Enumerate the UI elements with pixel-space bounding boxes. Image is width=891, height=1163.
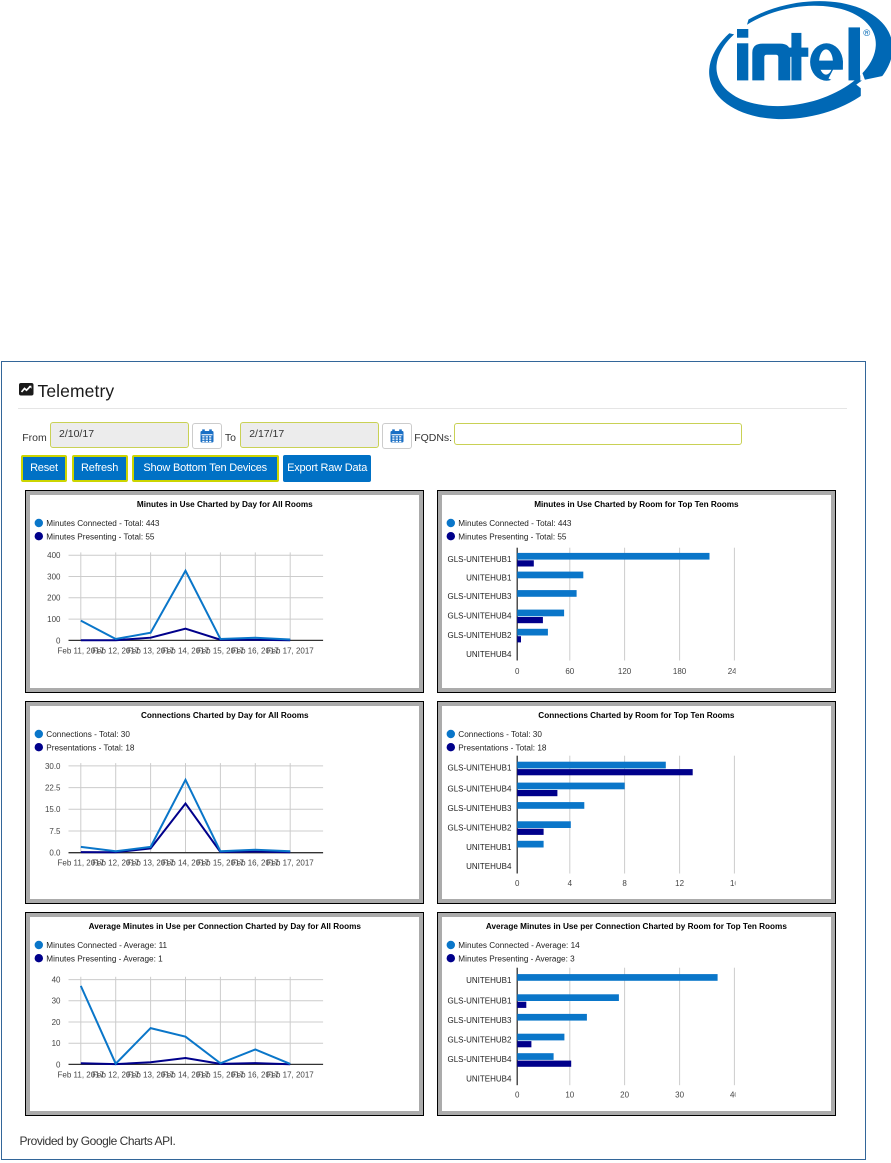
svg-text:GLS-UNITEHUB1: GLS-UNITEHUB1 — [447, 997, 511, 1006]
svg-text:UNITEHUB1: UNITEHUB1 — [466, 573, 512, 582]
svg-text:Feb 14, 2017: Feb 14, 2017 — [161, 1071, 209, 1080]
svg-text:UNITEHUB1: UNITEHUB1 — [466, 976, 512, 985]
svg-text:0: 0 — [515, 1091, 520, 1100]
svg-text:Minutes Connected - Total: 443: Minutes Connected - Total: 443 — [458, 519, 572, 528]
svg-text:Feb 15, 2017: Feb 15, 2017 — [196, 1071, 244, 1080]
svg-text:GLS-UNITEHUB1: GLS-UNITEHUB1 — [447, 764, 511, 773]
svg-text:240: 240 — [727, 667, 741, 676]
svg-text:GLS-UNITEHUB3: GLS-UNITEHUB3 — [447, 1016, 511, 1025]
svg-text:4: 4 — [567, 879, 572, 888]
svg-text:Feb 13, 2017: Feb 13, 2017 — [127, 646, 175, 655]
svg-text:Connections Charted by Day for: Connections Charted by Day for All Rooms — [141, 711, 309, 720]
svg-text:20: 20 — [620, 1091, 629, 1100]
svg-text:10: 10 — [565, 1091, 574, 1100]
svg-text:GLS-UNITEHUB2: GLS-UNITEHUB2 — [447, 631, 511, 640]
svg-text:Feb 12, 2017: Feb 12, 2017 — [92, 646, 140, 655]
svg-text:Minutes in Use Charted by Room: Minutes in Use Charted by Room for Top T… — [534, 500, 739, 509]
svg-text:Feb 15, 2017: Feb 15, 2017 — [196, 646, 244, 655]
svg-text:®: ® — [863, 28, 870, 39]
svg-text:Feb 17, 2017: Feb 17, 2017 — [266, 1071, 314, 1080]
svg-text:30: 30 — [675, 1091, 684, 1100]
svg-text:20: 20 — [51, 1018, 60, 1027]
svg-text:Minutes Presenting - Total: 55: Minutes Presenting - Total: 55 — [458, 532, 567, 541]
svg-text:Connections Charted by Room fo: Connections Charted by Room for Top Ten … — [538, 711, 735, 720]
svg-text:GLS-UNITEHUB2: GLS-UNITEHUB2 — [447, 823, 511, 832]
svg-text:Feb 17, 2017: Feb 17, 2017 — [266, 859, 314, 868]
svg-text:Feb 15, 2017: Feb 15, 2017 — [196, 859, 244, 868]
svg-text:0: 0 — [56, 1061, 61, 1070]
svg-text:200: 200 — [47, 593, 61, 602]
svg-text:Feb 16, 2017: Feb 16, 2017 — [231, 859, 279, 868]
svg-text:Feb 11, 2017: Feb 11, 2017 — [57, 1071, 104, 1080]
svg-text:Connections - Total: 30: Connections - Total: 30 — [46, 730, 130, 739]
svg-text:12: 12 — [675, 879, 684, 888]
svg-text:Feb 13, 2017: Feb 13, 2017 — [127, 859, 175, 868]
svg-text:400: 400 — [47, 551, 61, 560]
svg-text:GLS-UNITEHUB4: GLS-UNITEHUB4 — [447, 611, 511, 620]
svg-text:7.5: 7.5 — [49, 827, 61, 836]
svg-text:60: 60 — [565, 667, 574, 676]
svg-text:Feb 12, 2017: Feb 12, 2017 — [92, 859, 140, 868]
svg-text:GLS-UNITEHUB2: GLS-UNITEHUB2 — [447, 1036, 511, 1045]
svg-text:10: 10 — [51, 1039, 60, 1048]
svg-text:Presentations - Total: 18: Presentations - Total: 18 — [458, 743, 547, 752]
svg-text:Feb 12, 2017: Feb 12, 2017 — [92, 1071, 140, 1080]
svg-text:Average Minutes in Use per Con: Average Minutes in Use per Connection Ch… — [485, 922, 786, 931]
svg-text:Minutes Connected - Average: 1: Minutes Connected - Average: 14 — [458, 941, 580, 950]
svg-text:Minutes Connected - Average: 1: Minutes Connected - Average: 11 — [46, 941, 167, 950]
svg-text:UNITEHUB4: UNITEHUB4 — [466, 1075, 512, 1084]
svg-text:Feb 13, 2017: Feb 13, 2017 — [127, 1071, 175, 1080]
svg-text:0: 0 — [515, 879, 520, 888]
svg-text:22.5: 22.5 — [44, 783, 60, 792]
svg-text:Feb 14, 2017: Feb 14, 2017 — [161, 859, 209, 868]
svg-text:120: 120 — [618, 667, 632, 676]
svg-text:0.0: 0.0 — [49, 849, 61, 858]
svg-text:GLS-UNITEHUB3: GLS-UNITEHUB3 — [447, 804, 511, 813]
svg-text:40: 40 — [51, 976, 60, 985]
svg-text:Minutes in Use Charted by Day: Minutes in Use Charted by Day for All Ro… — [136, 500, 312, 509]
svg-text:30.0: 30.0 — [44, 762, 60, 771]
svg-text:0: 0 — [515, 667, 520, 676]
svg-text:UNITEHUB1: UNITEHUB1 — [466, 843, 512, 852]
svg-text:Connections - Total: 30: Connections - Total: 30 — [458, 730, 542, 739]
svg-text:Feb 14, 2017: Feb 14, 2017 — [161, 646, 209, 655]
svg-text:16: 16 — [730, 879, 739, 888]
svg-text:300: 300 — [47, 572, 61, 581]
svg-text:UNITEHUB4: UNITEHUB4 — [466, 862, 512, 871]
svg-text:Feb 16, 2017: Feb 16, 2017 — [231, 646, 279, 655]
svg-text:8: 8 — [622, 879, 627, 888]
svg-text:Average Minutes in Use per Con: Average Minutes in Use per Connection Ch… — [88, 922, 361, 931]
svg-text:40: 40 — [730, 1091, 739, 1100]
svg-text:Feb 11, 2017: Feb 11, 2017 — [57, 646, 104, 655]
svg-text:Feb 17, 2017: Feb 17, 2017 — [266, 646, 314, 655]
svg-text:Minutes Connected - Total: 443: Minutes Connected - Total: 443 — [46, 519, 160, 528]
svg-text:UNITEHUB4: UNITEHUB4 — [466, 650, 512, 659]
svg-text:GLS-UNITEHUB3: GLS-UNITEHUB3 — [447, 592, 511, 601]
svg-text:15.0: 15.0 — [44, 805, 60, 814]
svg-text:GLS-UNITEHUB1: GLS-UNITEHUB1 — [447, 555, 511, 564]
svg-text:30: 30 — [51, 997, 60, 1006]
svg-text:Minutes Presenting - Average:: Minutes Presenting - Average: 1 — [46, 955, 163, 964]
svg-text:180: 180 — [673, 667, 687, 676]
svg-text:GLS-UNITEHUB4: GLS-UNITEHUB4 — [447, 785, 511, 794]
svg-text:GLS-UNITEHUB4: GLS-UNITEHUB4 — [447, 1055, 511, 1064]
svg-text:Minutes Presenting - Total: 55: Minutes Presenting - Total: 55 — [46, 532, 155, 541]
svg-text:Presentations - Total: 18: Presentations - Total: 18 — [46, 743, 135, 752]
svg-text:Feb 11, 2017: Feb 11, 2017 — [57, 859, 104, 868]
svg-text:Minutes Presenting - Average:: Minutes Presenting - Average: 3 — [458, 955, 575, 964]
svg-text:100: 100 — [47, 615, 61, 624]
svg-text:Feb 16, 2017: Feb 16, 2017 — [231, 1071, 279, 1080]
svg-text:0: 0 — [56, 636, 61, 645]
